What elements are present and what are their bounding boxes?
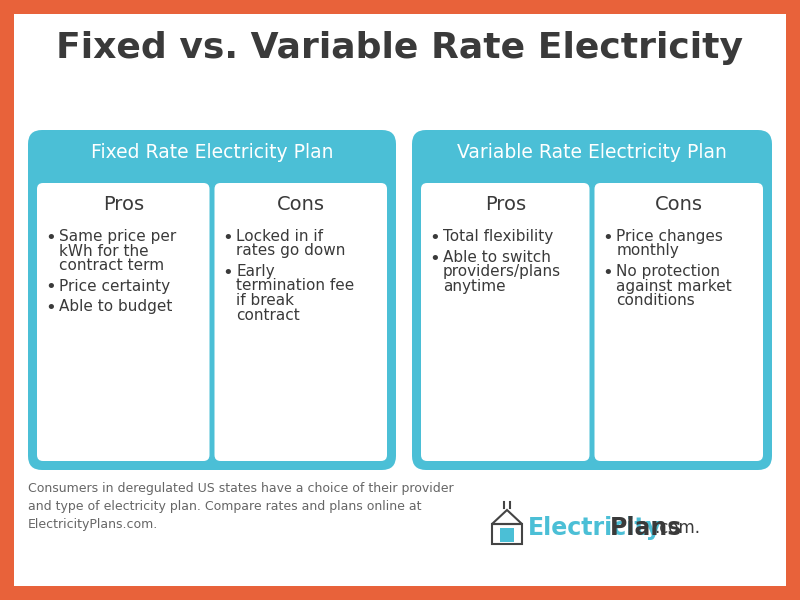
Text: Consumers in deregulated US states have a choice of their provider
and type of e: Consumers in deregulated US states have … — [28, 482, 454, 531]
Text: •: • — [429, 250, 440, 268]
Text: Locked in if: Locked in if — [237, 229, 323, 244]
FancyBboxPatch shape — [421, 183, 590, 461]
Text: kWh for the: kWh for the — [59, 244, 149, 259]
Text: No protection: No protection — [617, 264, 721, 279]
Text: •: • — [45, 299, 56, 317]
FancyBboxPatch shape — [37, 183, 210, 461]
Text: Fixed vs. Variable Rate Electricity: Fixed vs. Variable Rate Electricity — [57, 31, 743, 65]
FancyBboxPatch shape — [214, 183, 387, 461]
FancyBboxPatch shape — [594, 183, 763, 461]
Text: Total flexibility: Total flexibility — [443, 229, 554, 244]
Text: Variable Rate Electricity Plan: Variable Rate Electricity Plan — [457, 142, 727, 161]
Text: Plans: Plans — [610, 516, 682, 540]
FancyBboxPatch shape — [28, 130, 396, 470]
Text: •: • — [602, 229, 614, 247]
Text: if break: if break — [237, 293, 294, 308]
Text: •: • — [602, 264, 614, 282]
Text: •: • — [222, 264, 234, 282]
Text: Pros: Pros — [102, 196, 144, 214]
Text: anytime: anytime — [443, 278, 506, 293]
Text: Cons: Cons — [277, 196, 325, 214]
Text: providers/plans: providers/plans — [443, 264, 561, 279]
FancyBboxPatch shape — [412, 130, 772, 470]
Text: •: • — [222, 229, 234, 247]
Text: rates go down: rates go down — [237, 244, 346, 259]
FancyBboxPatch shape — [500, 528, 514, 542]
Text: •: • — [429, 229, 440, 247]
Text: contract term: contract term — [59, 258, 164, 273]
Text: contract: contract — [237, 307, 300, 323]
Text: Able to budget: Able to budget — [59, 299, 172, 314]
Text: Early: Early — [237, 264, 275, 279]
Text: Fixed Rate Electricity Plan: Fixed Rate Electricity Plan — [90, 142, 334, 161]
Text: Cons: Cons — [654, 196, 702, 214]
Text: Electricity: Electricity — [528, 516, 662, 540]
Text: conditions: conditions — [617, 293, 695, 308]
Text: monthly: monthly — [617, 244, 679, 259]
Text: Price changes: Price changes — [617, 229, 723, 244]
Text: termination fee: termination fee — [237, 278, 354, 293]
FancyBboxPatch shape — [14, 14, 786, 586]
Text: .com.: .com. — [654, 519, 700, 537]
Text: Able to switch: Able to switch — [443, 250, 551, 265]
Text: Pros: Pros — [485, 196, 526, 214]
Text: •: • — [45, 278, 56, 296]
Text: against market: against market — [617, 278, 732, 293]
Text: •: • — [45, 229, 56, 247]
Text: Same price per: Same price per — [59, 229, 176, 244]
Text: Price certainty: Price certainty — [59, 278, 170, 293]
